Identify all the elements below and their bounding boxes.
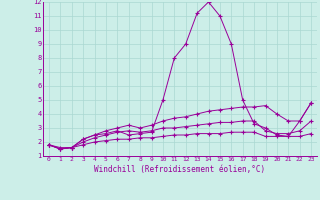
X-axis label: Windchill (Refroidissement éolien,°C): Windchill (Refroidissement éolien,°C)	[94, 165, 266, 174]
